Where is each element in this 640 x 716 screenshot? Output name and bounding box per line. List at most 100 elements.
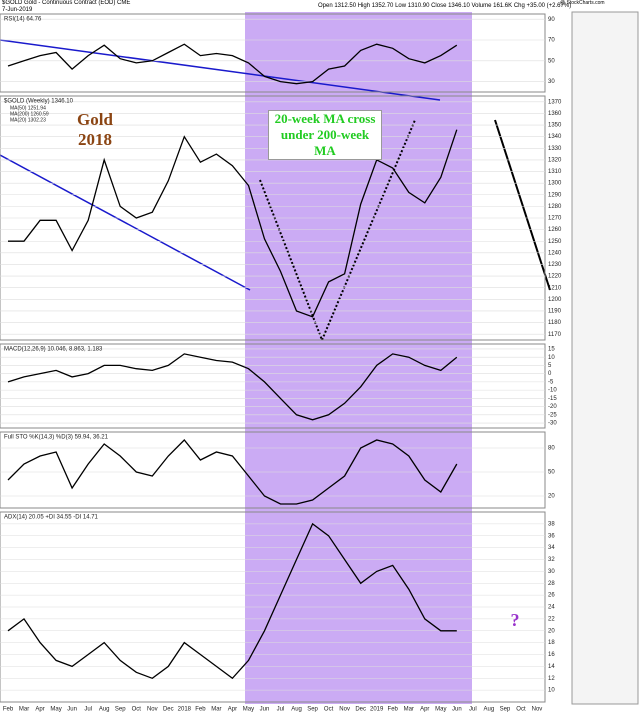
y-tick-label: 1260: [548, 227, 562, 233]
x-tick-label: 2019: [370, 707, 384, 713]
series-line: [8, 129, 458, 318]
trend-line: [0, 39, 441, 101]
x-tick-label: Sep: [500, 707, 511, 713]
x-tick-label: Apr: [228, 707, 237, 713]
y-tick-label: 1250: [548, 239, 562, 245]
x-tick-label: Nov: [147, 707, 158, 713]
panel-frame: [0, 13, 546, 93]
y-tick-label: 1350: [548, 123, 562, 129]
y-tick-label: 0: [548, 371, 552, 377]
y-tick-label: 20: [548, 628, 555, 634]
x-tick-label: Dec: [163, 707, 174, 713]
x-tick-label: Apr: [35, 707, 44, 713]
x-tick-label: Nov: [532, 707, 543, 713]
y-tick-label: 32: [548, 557, 555, 563]
y-tick-label: -20: [548, 404, 557, 410]
x-tick-label: Jul: [277, 707, 285, 713]
y-tick-label: 1320: [548, 157, 562, 163]
trend-line: [0, 154, 251, 291]
x-tick-label: Apr: [420, 707, 429, 713]
y-tick-label: 34: [548, 545, 555, 551]
y-tick-label: 22: [548, 616, 555, 622]
y-tick-label: 10: [548, 355, 555, 361]
y-tick-label: 12: [548, 676, 555, 682]
series-line: [7, 439, 458, 505]
y-tick-label: 15: [548, 347, 555, 353]
y-tick-label: 1330: [548, 146, 562, 152]
y-tick-label: 1290: [548, 192, 562, 198]
y-tick-label: 1210: [548, 285, 562, 291]
x-tick-label: Mar: [211, 707, 221, 713]
x-tick-label: Jul: [84, 707, 92, 713]
x-tick-label: Feb: [195, 707, 206, 713]
y-tick-label: 70: [548, 38, 555, 44]
x-tick-label: 2018: [178, 707, 192, 713]
annotation: 20-week MA cross under 200-week MA: [268, 110, 382, 160]
legend-entry: MA(50) 1251.94: [10, 105, 46, 111]
y-tick-label: 1360: [548, 111, 562, 117]
thumbnail-panel: [571, 11, 639, 705]
y-tick-label: 90: [548, 17, 555, 23]
y-tick-label: -5: [548, 379, 554, 385]
x-tick-label: Jun: [452, 707, 462, 713]
y-tick-label: 18: [548, 640, 555, 646]
series-line: [7, 353, 458, 421]
legend-entry: MA(200) 1260.59: [10, 111, 49, 117]
y-tick-label: 38: [548, 521, 555, 527]
header-date: 7-Jun-2019: [2, 7, 33, 13]
x-tick-label: Oct: [132, 707, 142, 713]
header-quote: Open 1312.50 High 1352.70 Low 1310.90 Cl…: [318, 3, 572, 9]
y-tick-label: -15: [548, 396, 557, 402]
header-source: @ StockCharts.com: [560, 0, 605, 6]
y-tick-label: 1200: [548, 297, 562, 303]
x-tick-label: Sep: [115, 707, 126, 713]
annotation: Gold 2018: [77, 110, 113, 149]
x-tick-label: May: [435, 707, 446, 713]
y-tick-label: 1310: [548, 169, 562, 175]
y-tick-label: 28: [548, 581, 555, 587]
series-line: [7, 522, 457, 680]
x-tick-label: Jul: [469, 707, 477, 713]
y-tick-label: 50: [548, 58, 555, 64]
x-tick-label: Oct: [516, 707, 526, 713]
y-tick-label: 1180: [548, 320, 562, 326]
panel-frame: [0, 343, 546, 429]
panel-title: ADX(14) 20.05 +DI 34.55 -DI 14.71: [4, 515, 99, 521]
y-tick-label: 1240: [548, 250, 562, 256]
x-tick-label: May: [50, 707, 61, 713]
y-tick-label: 24: [548, 605, 555, 611]
x-tick-label: Aug: [99, 707, 110, 713]
y-tick-label: 1280: [548, 204, 562, 210]
panel-title: Full STO %K(14,3) %D(3) 59.94, 36.21: [4, 435, 109, 441]
y-tick-label: -25: [548, 412, 557, 418]
y-tick-label: 30: [548, 569, 555, 575]
x-tick-label: May: [243, 707, 254, 713]
x-tick-label: Mar: [19, 707, 29, 713]
y-tick-label: -30: [548, 421, 557, 427]
panel-title: RSI(14) 64.76: [4, 17, 42, 23]
panel-title: $GOLD (Weekly) 1346.10: [4, 99, 74, 105]
y-tick-label: 1190: [548, 309, 562, 315]
y-tick-label: 20: [548, 494, 555, 500]
y-tick-label: 1170: [548, 332, 562, 338]
y-tick-label: 26: [548, 593, 555, 599]
y-tick-label: 1230: [548, 262, 562, 268]
y-tick-label: -10: [548, 388, 557, 394]
annotation: ?: [510, 610, 520, 630]
y-tick-label: 1370: [548, 99, 562, 105]
panel-frame: [0, 431, 546, 509]
y-tick-label: 16: [548, 652, 555, 658]
y-tick-label: 1270: [548, 216, 562, 222]
x-tick-label: Jun: [67, 707, 77, 713]
y-tick-label: 80: [548, 446, 555, 452]
y-tick-label: 10: [548, 688, 555, 694]
x-tick-label: Aug: [484, 707, 495, 713]
y-tick-label: 50: [548, 470, 555, 476]
x-tick-label: Jun: [260, 707, 270, 713]
y-tick-label: 14: [548, 664, 555, 670]
x-tick-label: Feb: [3, 707, 14, 713]
y-tick-label: 1340: [548, 134, 562, 140]
y-tick-label: 1300: [548, 181, 562, 187]
